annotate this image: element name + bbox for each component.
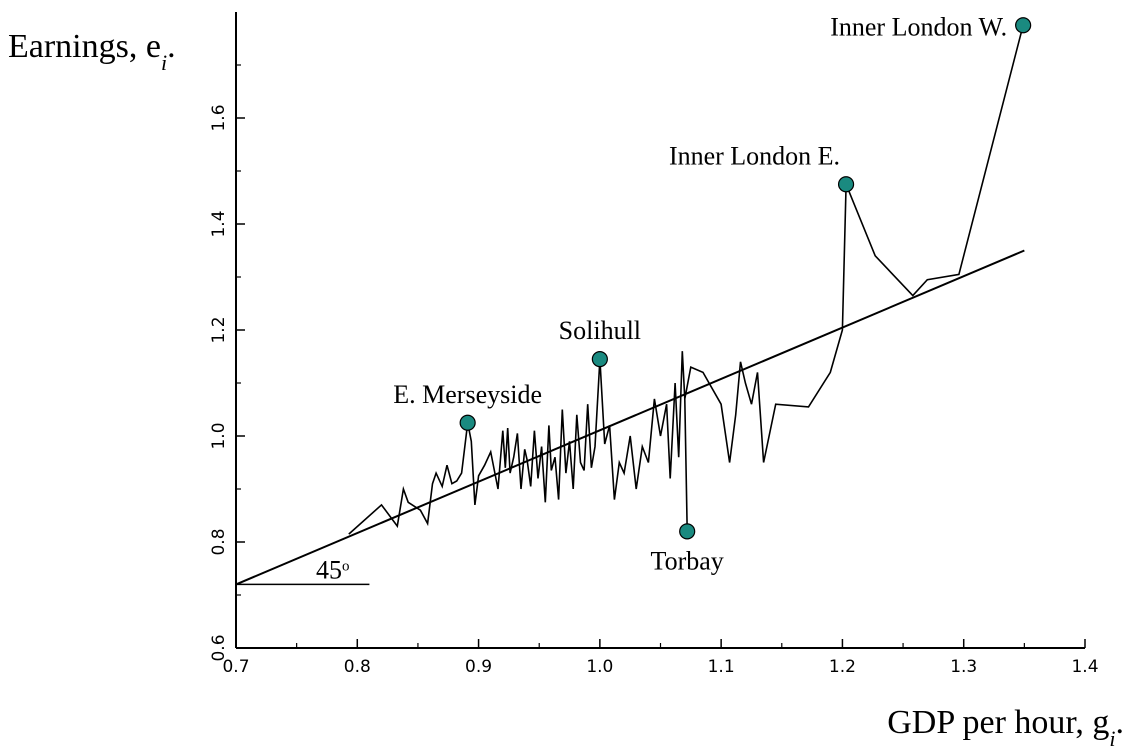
y-tick-label: 1.6 bbox=[209, 104, 229, 131]
x-tick-label: 1.4 bbox=[1071, 657, 1098, 677]
series-line bbox=[348, 25, 1024, 535]
data-point-marker bbox=[837, 176, 855, 193]
x-tick-label: 0.8 bbox=[344, 657, 371, 677]
point-label: Inner London E. bbox=[669, 141, 840, 170]
x-tick-label: 1.1 bbox=[708, 657, 735, 677]
x-tick-label: 1.2 bbox=[829, 657, 856, 677]
x-tick-label: 0.9 bbox=[465, 657, 492, 677]
x-tick-label: 1.3 bbox=[950, 657, 977, 677]
x-tick-label: 1.0 bbox=[586, 657, 613, 677]
x-tick-label: 0.7 bbox=[222, 657, 249, 677]
point-label: Inner London W. bbox=[830, 12, 1007, 41]
y-tick-label: 0.6 bbox=[209, 634, 229, 661]
reference-line bbox=[235, 249, 1025, 586]
data-point-marker bbox=[591, 351, 608, 368]
point-label: E. Merseyside bbox=[393, 380, 542, 409]
x-ticks: 0.7 0.8 0.9 1.0 1.1 1.2 1.3 1.4 bbox=[222, 639, 1099, 677]
y-tick-label: 1.0 bbox=[209, 422, 229, 449]
data-point-marker bbox=[679, 523, 696, 540]
y-ticks: 0.6 0.8 1.0 1.2 1.4 1.6 bbox=[209, 64, 245, 662]
labeled-markers: Inner London W. Inner London E. Solihull E.… bbox=[393, 12, 1032, 575]
y-tick-label: 1.4 bbox=[209, 210, 229, 237]
y-tick-label: 1.2 bbox=[209, 316, 229, 343]
data-point-marker bbox=[1015, 17, 1032, 34]
angle-label: 45o bbox=[316, 555, 350, 584]
data-point-marker bbox=[459, 414, 476, 431]
x-axis-title: GDP per hour, gi. bbox=[887, 704, 1124, 747]
y-tick-label: 0.8 bbox=[209, 528, 229, 555]
point-label: Torbay bbox=[651, 546, 724, 575]
y-axis-title: Earnings, ei. bbox=[8, 28, 176, 75]
point-label: Solihull bbox=[559, 316, 641, 345]
